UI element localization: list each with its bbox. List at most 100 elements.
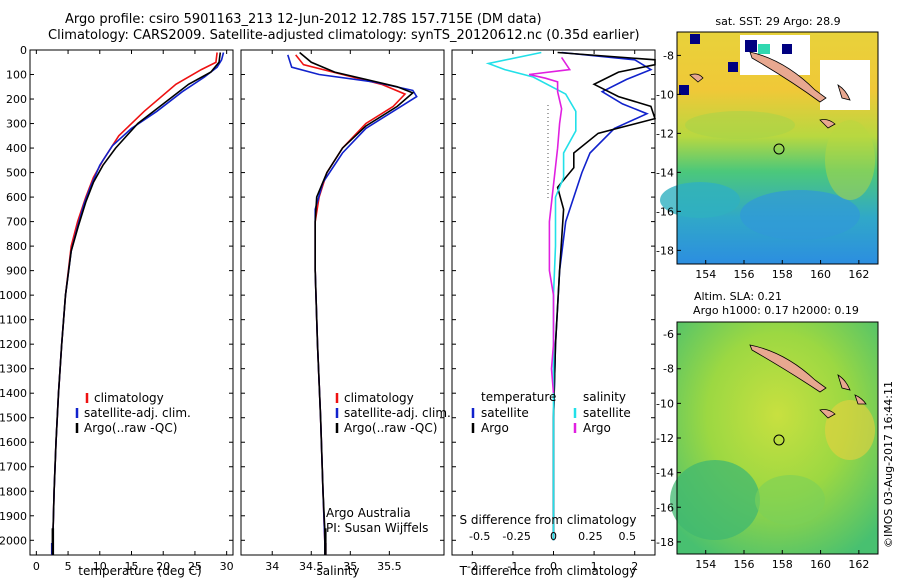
y-tick-label: 800 (6, 240, 27, 253)
series-line-argo-raw-qc- (52, 52, 222, 541)
legend-climatology: climatology (344, 391, 414, 405)
x-tick-label: 35.5 (377, 560, 402, 573)
sla-map-title-1: Altim. SLA: 0.21 (694, 290, 782, 303)
y-tick-label: 1200 (0, 338, 27, 351)
legend-argo: Argo(..raw -QC) (84, 421, 177, 435)
map-x-tick-label: 160 (810, 268, 831, 281)
y-tick-label: 100 (6, 69, 27, 82)
map-y-tick-label: -14 (656, 166, 674, 179)
difference-xlabel-top: S difference from climatology (460, 513, 637, 527)
y-tick-label: 1800 (0, 485, 27, 498)
x-tick-label: 15 (125, 560, 139, 573)
map-y-tick-label: -18 (656, 536, 674, 549)
y-tick-label: 1400 (0, 387, 27, 400)
map-x-tick-label: 156 (734, 558, 755, 571)
y-tick-label: 2000 (0, 534, 27, 547)
salinity-legend: climatology satellite-adj. clim. Argo(..… (335, 391, 451, 435)
map-y-tick-label: -8 (663, 49, 674, 62)
sst-map-title: sat. SST: 29 Argo: 28.9 (715, 15, 840, 28)
legend-s-argo: Argo (583, 421, 611, 435)
y-tick-label: 600 (6, 191, 27, 204)
map-y-tick-label: -18 (656, 244, 674, 257)
argo-location-marker (773, 143, 785, 155)
temperature-axes (29, 49, 234, 556)
y-tick-label: 400 (6, 142, 27, 155)
y-tick-label: 0 (20, 44, 27, 57)
temperature-legend: climatology satellite-adj. clim. Argo(..… (75, 391, 191, 435)
y-tick-label: 1700 (0, 461, 27, 474)
legend-satellite: satellite-adj. clim. (344, 406, 451, 420)
x-tick-label: 34 (265, 560, 279, 573)
x-tick-label: -1 (507, 560, 518, 573)
s-tick-label: 0.5 (619, 530, 637, 543)
series-line-t-argo (552, 51, 657, 541)
legend-argo: Argo(..raw -QC) (344, 421, 437, 435)
x-tick-label: 30 (220, 560, 234, 573)
series-line-s-satellite (485, 51, 577, 541)
y-tick-label: 1900 (0, 510, 27, 523)
x-tick-label: 20 (156, 560, 170, 573)
y-tick-label: 200 (6, 93, 27, 106)
map-x-tick-label: 158 (772, 558, 793, 571)
sla-map-title-2: Argo h1000: 0.17 h2000: 0.19 (693, 304, 859, 317)
x-tick-label: 1 (591, 560, 598, 573)
legend-temperature-title: temperature (481, 390, 556, 404)
map-x-tick-label: 154 (695, 558, 716, 571)
series-line-argo-raw-qc- (299, 51, 415, 541)
pi-label: PI: Susan Wijffels (326, 521, 428, 535)
title-line-1: Argo profile: csiro 5901163_213 12-Jun-2… (65, 12, 542, 27)
map-y-tick-label: -10 (656, 397, 674, 410)
salinity-axes (240, 49, 445, 556)
map-x-tick-label: 162 (848, 558, 869, 571)
sla-map-ticks: 154 156 158 160 162 -6 -8 -10 -12 -14 -16 -18 (656, 328, 869, 571)
y-tick-label: 300 (6, 118, 27, 131)
legend-satellite: satellite-adj. clim. (84, 406, 191, 420)
y-tick-label: 1600 (0, 436, 27, 449)
map-x-tick-label: 154 (695, 268, 716, 281)
sst-map-ticks: 154 156 158 160 162 -8 -10 -12 -14 -16 -18 (656, 49, 869, 281)
y-tick-label: 1100 (0, 314, 27, 327)
argo-australia-label: Argo Australia (326, 506, 411, 520)
legend-s-satellite: satellite (583, 406, 631, 420)
salinity-series (287, 51, 418, 556)
difference-xlabel: T difference from climatology (459, 564, 637, 578)
title-line-2: Climatology: CARS2009. Satellite-adjuste… (48, 28, 640, 43)
x-tick-label: 2 (631, 560, 638, 573)
map-x-tick-label: 156 (734, 268, 755, 281)
y-tick-label: 700 (6, 216, 27, 229)
series-line-s-argo (528, 56, 572, 394)
x-tick-label: 5 (65, 560, 72, 573)
depth-ticks: 0 100 200 300 400 500 600 700 800 900 1000 1100 1200… (0, 44, 655, 547)
map-y-tick-label: -12 (656, 432, 674, 445)
map-x-tick-label: 160 (810, 558, 831, 571)
argo-location-marker (773, 434, 785, 446)
map-x-tick-label: 162 (848, 268, 869, 281)
map-y-tick-label: -16 (656, 205, 674, 218)
s-tick-label: -0.5 (469, 530, 490, 543)
y-tick-label: 1000 (0, 289, 27, 302)
x-tick-label: 25 (188, 560, 202, 573)
s-tick-label: 0 (550, 530, 557, 543)
map-y-tick-label: -8 (663, 363, 674, 376)
sla-map (670, 321, 879, 555)
y-tick-label: 1500 (0, 412, 27, 425)
map-y-tick-label: -12 (656, 127, 674, 140)
map-y-tick-label: -6 (663, 328, 674, 341)
copyright-timestamp: ©IMOS 03-Aug-2017 16:44:11 (882, 381, 895, 548)
x-tick-label: 0 (550, 560, 557, 573)
map-y-tick-label: -16 (656, 501, 674, 514)
s-tick-label: -0.25 (502, 530, 530, 543)
temperature-xlabel: temperature (deg C) (78, 564, 201, 578)
x-tick-label: 35 (343, 560, 357, 573)
legend-t-argo: Argo (481, 421, 509, 435)
x-tick-label: 0 (33, 560, 40, 573)
s-tick-label: 0.25 (578, 530, 603, 543)
x-tick-label: -2 (467, 560, 478, 573)
map-y-tick-label: -14 (656, 467, 674, 480)
y-tick-label: 1300 (0, 363, 27, 376)
map-x-tick-label: 158 (772, 268, 793, 281)
x-tick-label: 34.5 (299, 560, 324, 573)
difference-legend: temperature satellite Argo salinity sate… (471, 390, 631, 435)
difference-series (485, 51, 657, 541)
x-tick-label: 10 (93, 560, 107, 573)
